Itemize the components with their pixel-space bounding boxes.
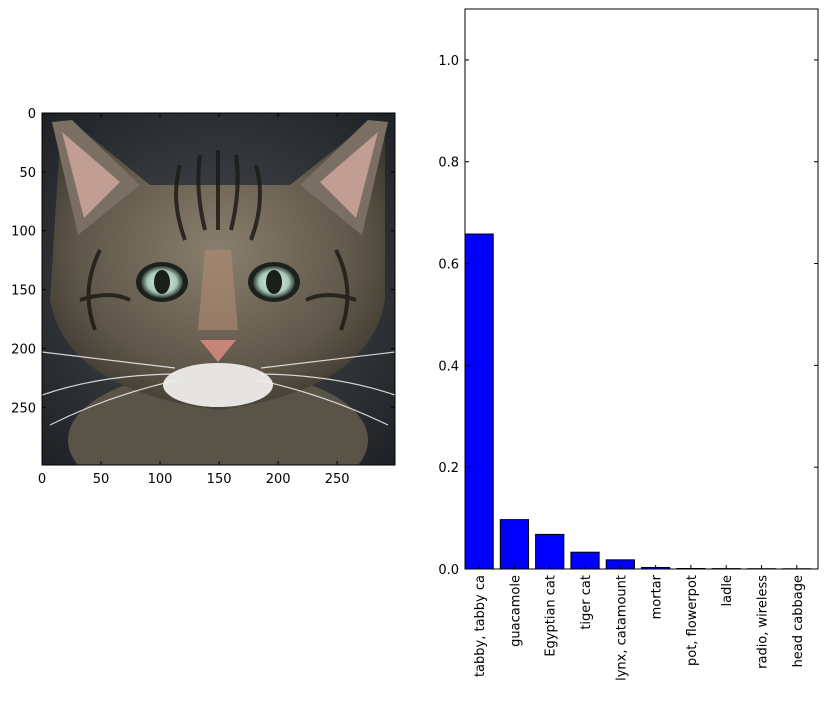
image-x-tick-label: 100 — [148, 472, 173, 487]
bar-x-tick-label: tiger cat — [579, 575, 594, 630]
bar-y-tick-label: 0.4 — [438, 359, 459, 374]
bar-y-ticks: 0.0 0.2 0.4 0.6 0.8 1.0 — [438, 54, 818, 578]
bar-x-tick-label: guacamole — [508, 575, 523, 647]
image-y-tick-label: 250 — [11, 401, 36, 416]
image-x-tick-label: 0 — [38, 472, 46, 487]
bar-axes: 0.0 0.2 0.4 0.6 0.8 1.0 tabby, tabby ca guacam… — [438, 9, 818, 681]
image-y-tick-label: 200 — [11, 342, 36, 357]
image-x-tick-label: 150 — [207, 472, 232, 487]
bar-x-tick-label: radio, wireless — [756, 575, 771, 669]
tabby-cat-face-photo-icon — [42, 113, 395, 510]
image-x-tick-label: 200 — [266, 472, 291, 487]
bar-x-tick-label: mortar — [650, 574, 665, 619]
image-axes: 0 50 100 150 200 250 0 50 100 150 200 250 — [11, 107, 395, 510]
image-y-tick-label: 50 — [19, 166, 36, 181]
bar-axes-frame — [465, 9, 818, 569]
bar-y-tick-label: 0.6 — [438, 258, 459, 273]
image-x-tick-label: 50 — [93, 472, 110, 487]
bar-x-tick-label: pot, flowerpot — [685, 575, 700, 666]
image-y-tick-label: 150 — [11, 284, 36, 299]
image-y-tick-label: 0 — [28, 107, 36, 122]
bar-x-tick-label: ladle — [720, 575, 735, 606]
bar-x-tick-labels: tabby, tabby ca guacamole Egyptian cat tige… — [473, 565, 806, 681]
bar-y-tick-label: 0.0 — [438, 563, 459, 578]
bar — [536, 534, 564, 569]
bar-y-tick-label: 1.0 — [438, 54, 459, 69]
bar — [465, 234, 493, 569]
bar — [500, 520, 528, 569]
bar-x-tick-label: Egyptian cat — [544, 575, 559, 657]
bar-y-tick-label: 0.2 — [438, 461, 459, 476]
bar-series — [465, 234, 811, 569]
image-x-tick-label: 250 — [325, 472, 350, 487]
bar-y-tick-label: 0.8 — [438, 156, 459, 171]
bar-x-tick-label: lynx, catamount — [614, 575, 629, 681]
bar-x-tick-label: head cabbage — [791, 575, 806, 667]
bar-x-tick-label: tabby, tabby ca — [473, 575, 488, 677]
image-y-tick-label: 100 — [11, 225, 36, 240]
